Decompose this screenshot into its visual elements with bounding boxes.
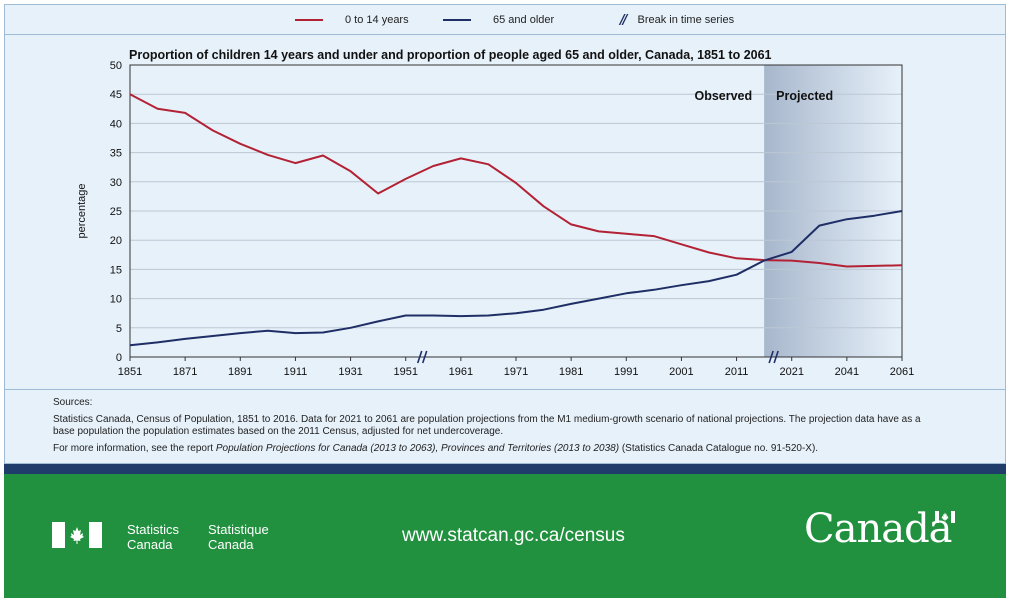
agency-en-line1: Statistics	[127, 522, 180, 537]
x-tick-label: 1871	[173, 366, 197, 378]
canada-flag-icon	[52, 522, 102, 548]
agency-name-fr: Statistique Canada	[208, 522, 269, 552]
x-axis-ticks: 1851 1871 1891 1911 1931 1951 1961 1971 1981 1991…	[118, 357, 914, 378]
y-axis-ticks: 0 5 10 15 20 25 30 35 40 45 50	[110, 60, 122, 364]
axis-break-mark	[416, 350, 423, 364]
gridlines	[130, 93, 902, 329]
canada-wordmark: Canada	[804, 506, 953, 552]
divider-band	[4, 464, 1006, 474]
agency-fr-line2: Canada	[208, 537, 254, 552]
x-tick-label: 2061	[890, 366, 914, 378]
footer: Statistics Canada Statistique Canada www…	[4, 474, 1006, 598]
x-tick-label: 1991	[614, 366, 638, 378]
y-tick-label: 10	[110, 294, 122, 306]
axis-break-mark	[421, 350, 428, 364]
chart-panel: 0 to 14 years 65 and older // Break in t…	[4, 4, 1006, 464]
more-info-prefix: For more information, see the report	[53, 443, 216, 454]
agency-fr-line1: Statistique	[208, 522, 269, 537]
y-tick-label: 40	[110, 118, 122, 130]
axis-breaks	[416, 350, 779, 364]
x-tick-label: 1931	[338, 366, 362, 378]
y-tick-label: 20	[110, 235, 122, 247]
legend-item-0-to-14: 0 to 14 years	[295, 13, 409, 27]
series-line-65-older	[129, 210, 903, 347]
agency-en-line2: Canada	[127, 537, 173, 552]
observed-label: Observed	[694, 89, 752, 103]
line-chart: Proportion of children 14 years and unde…	[76, 48, 914, 378]
x-tick-label: 2011	[725, 366, 749, 378]
legend-item-break: // Break in time series	[620, 12, 735, 28]
y-tick-label: 45	[110, 89, 122, 101]
x-tick-label: 2041	[835, 366, 859, 378]
sources-note: Sources: Statistics Canada, Census of Po…	[5, 389, 1005, 465]
legend-label: Break in time series	[637, 14, 735, 26]
y-tick-label: 25	[110, 206, 122, 218]
y-axis-label: percentage	[76, 183, 88, 238]
more-info-suffix: (Statistics Canada Catalogue no. 91-520-…	[619, 443, 819, 454]
projected-label: Projected	[776, 89, 833, 103]
axis-break-mark	[768, 350, 774, 364]
y-tick-label: 0	[116, 352, 122, 364]
y-tick-label: 50	[110, 60, 122, 72]
more-info: For more information, see the report Pop…	[53, 443, 1005, 455]
y-tick-label: 5	[116, 323, 122, 335]
x-tick-label: 1981	[559, 366, 583, 378]
x-tick-label: 1851	[118, 366, 142, 378]
x-tick-label: 1911	[284, 366, 308, 378]
sources-heading: Sources:	[53, 397, 93, 408]
x-tick-label: 1891	[228, 366, 252, 378]
y-tick-label: 35	[110, 148, 122, 160]
legend-swatch-red	[295, 19, 323, 21]
x-tick-label: 1951	[393, 366, 417, 378]
legend-swatch-navy	[443, 19, 471, 21]
break-symbol-icon: //	[620, 12, 627, 28]
legend-label: 65 and older	[493, 14, 555, 26]
chart-title: Proportion of children 14 years and unde…	[129, 48, 772, 62]
x-tick-label: 1971	[504, 366, 528, 378]
y-tick-label: 30	[110, 177, 122, 189]
series-line-0-to-14	[129, 93, 903, 268]
series-layer	[129, 93, 903, 347]
sources-body: Statistics Canada, Census of Population,…	[53, 414, 921, 437]
axis-break-mark	[773, 350, 779, 364]
y-tick-label: 15	[110, 264, 122, 276]
x-tick-label: 1961	[449, 366, 473, 378]
x-tick-label: 2021	[779, 366, 803, 378]
census-url-link[interactable]: www.statcan.gc.ca/census	[402, 525, 625, 546]
legend: 0 to 14 years 65 and older // Break in t…	[5, 5, 1005, 35]
legend-label: 0 to 14 years	[345, 14, 409, 26]
x-tick-label: 2001	[669, 366, 693, 378]
report-title: Population Projections for Canada (2013 …	[215, 443, 620, 454]
agency-name-en: Statistics Canada	[127, 522, 179, 552]
wordmark-flag-icon	[935, 511, 955, 523]
legend-item-65-older: 65 and older	[443, 13, 554, 27]
